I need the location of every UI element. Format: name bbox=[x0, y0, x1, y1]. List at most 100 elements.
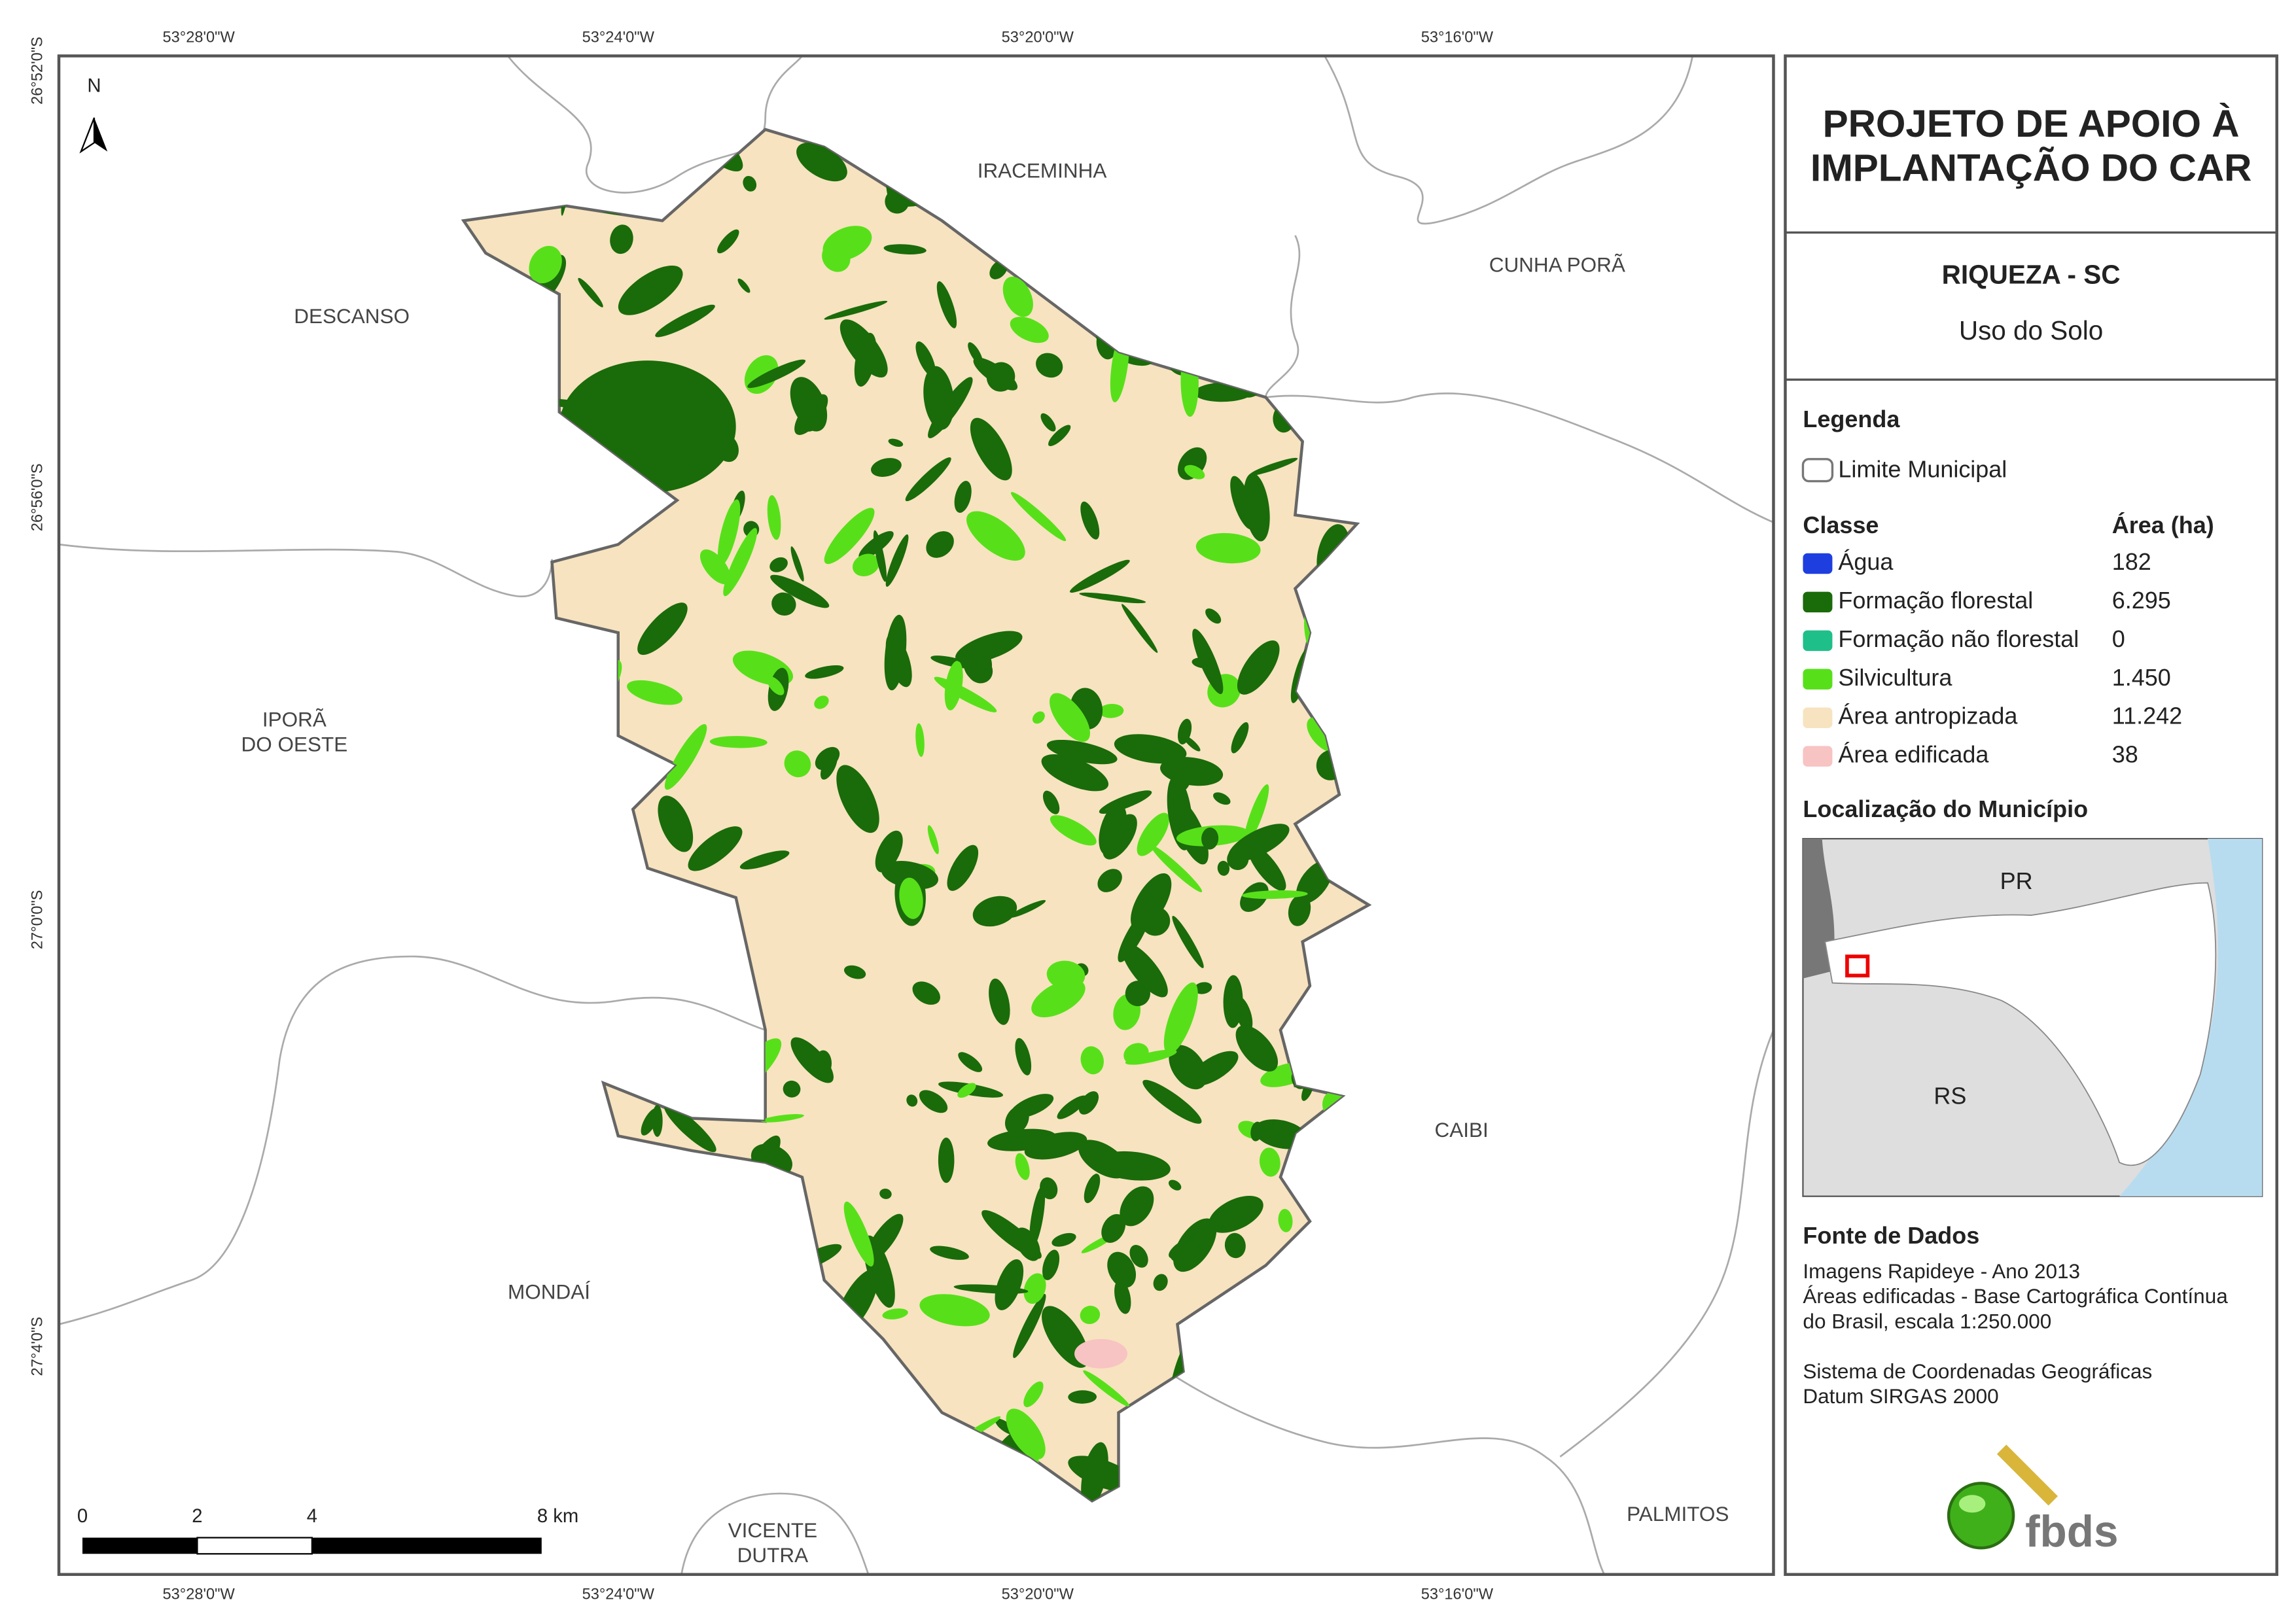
land-patch bbox=[1101, 1213, 1126, 1243]
land-patch bbox=[981, 1210, 1042, 1259]
place-label: VICENTE bbox=[728, 1518, 817, 1542]
land-patch bbox=[658, 795, 694, 852]
land-patch bbox=[966, 511, 1025, 561]
land-patch bbox=[871, 458, 902, 477]
land-patch bbox=[664, 724, 707, 790]
land-patch bbox=[1023, 1381, 1044, 1408]
land-patch bbox=[760, 1114, 804, 1123]
land-patch bbox=[1026, 1433, 1039, 1467]
land-patch bbox=[610, 224, 633, 254]
land-patch bbox=[1121, 943, 1168, 998]
north-arrow-left bbox=[79, 117, 96, 154]
land-patch bbox=[1192, 657, 1217, 669]
land-patch bbox=[1125, 981, 1150, 1007]
land-patch bbox=[1249, 457, 1298, 476]
land-patch bbox=[1122, 604, 1158, 654]
land-patch bbox=[699, 549, 731, 585]
scale-label: 4 bbox=[307, 1506, 317, 1527]
land-patch bbox=[1209, 1195, 1263, 1233]
place-label: IPORÃ bbox=[262, 707, 327, 731]
land-patch bbox=[1217, 860, 1230, 876]
place-label: PALMITOS bbox=[1627, 1502, 1729, 1526]
land-patch bbox=[915, 723, 925, 758]
boundary bbox=[1324, 56, 1694, 225]
land-patch bbox=[1205, 608, 1222, 624]
land-patch bbox=[814, 695, 829, 709]
land-patch bbox=[972, 896, 1017, 927]
land-patch bbox=[1015, 1038, 1032, 1075]
land-patch bbox=[1237, 640, 1280, 695]
land-patch bbox=[529, 245, 562, 284]
land-patch bbox=[1023, 1273, 1046, 1304]
land-patch bbox=[796, 142, 847, 182]
land-patch bbox=[989, 978, 1010, 1025]
land-patch bbox=[947, 845, 979, 891]
land-patch bbox=[1046, 739, 1118, 765]
land-patch bbox=[1079, 592, 1146, 604]
land-patch bbox=[885, 633, 912, 688]
land-patch bbox=[1050, 815, 1097, 846]
land-patch bbox=[1172, 915, 1204, 968]
land-patch bbox=[1048, 425, 1071, 447]
land-patch bbox=[655, 304, 715, 338]
land-patch bbox=[912, 981, 940, 1005]
land-patch bbox=[951, 690, 960, 703]
coordinates: 53°28'0"W 53°24'0"W 53°20'0"W 53°16'0"W 53°2… bbox=[29, 29, 1494, 1603]
coordinate-label: 53°16'0"W bbox=[1421, 29, 1494, 46]
legend-class: Água bbox=[1838, 548, 1893, 575]
land-patch bbox=[652, 1104, 663, 1137]
boundary-swatch bbox=[1801, 458, 1834, 483]
land-patch bbox=[578, 277, 603, 307]
boundary bbox=[59, 543, 553, 598]
land-patch bbox=[930, 1246, 969, 1260]
land-patch bbox=[885, 534, 909, 587]
boundary bbox=[59, 955, 766, 1325]
place-label: IRACEMINHA bbox=[978, 158, 1107, 182]
land-patch bbox=[824, 508, 875, 565]
source-line: Datum SIRGAS 2000 bbox=[1803, 1384, 1998, 1408]
land-patch bbox=[739, 850, 790, 870]
land-patch bbox=[1123, 1043, 1149, 1065]
land-patch bbox=[1041, 754, 1109, 792]
source-line: Áreas edificadas - Base Cartográfica Con… bbox=[1803, 1284, 2228, 1308]
legend-class: Silvicultura bbox=[1838, 664, 1952, 691]
coordinate-label: 53°20'0"W bbox=[1002, 29, 1074, 46]
land-patch bbox=[824, 300, 888, 320]
land-patch bbox=[879, 1188, 892, 1199]
land-patch bbox=[873, 530, 887, 582]
title-line: PROJETO DE APOIO À bbox=[1823, 102, 2240, 145]
land-patch bbox=[783, 1080, 801, 1098]
land-patch bbox=[1118, 908, 1151, 962]
land-patch bbox=[618, 266, 683, 315]
ocean bbox=[2119, 839, 2263, 1196]
land-patch bbox=[717, 499, 741, 566]
locator-map: PR RS bbox=[1802, 837, 2263, 1197]
land-patch bbox=[1153, 1274, 1168, 1291]
land-patch bbox=[1068, 1390, 1097, 1404]
place-label: CUNHA PORÃ bbox=[1489, 253, 1625, 276]
legend-class: Área antropizada bbox=[1838, 703, 2017, 729]
land-patch bbox=[663, 1104, 716, 1153]
land-patch bbox=[1080, 1306, 1101, 1325]
legend-swatch bbox=[1803, 591, 1833, 613]
map-area: N 0 2 4 8 km IRACEMINHA CUNHA PORÃ DESCA… bbox=[59, 56, 1774, 1575]
land-patch bbox=[1084, 1174, 1101, 1204]
land-patch bbox=[1177, 718, 1192, 745]
land-patch bbox=[790, 546, 804, 582]
boundary bbox=[1559, 1030, 1774, 1457]
coordinate-label: 53°28'0"W bbox=[163, 1586, 236, 1603]
land-patch bbox=[926, 531, 954, 558]
land-patch bbox=[1057, 1095, 1087, 1119]
scale-bar: 0 2 4 8 km bbox=[77, 1506, 578, 1555]
logo-shine bbox=[1958, 1495, 1986, 1513]
land-patch bbox=[1259, 1147, 1280, 1177]
land-patch bbox=[627, 680, 683, 705]
land-patch bbox=[986, 362, 1016, 392]
land-patch bbox=[843, 965, 866, 979]
land-patch bbox=[958, 1052, 983, 1072]
land-patch bbox=[1015, 1153, 1030, 1180]
legend-entry: Limite Municipal bbox=[1838, 455, 2007, 482]
land-patch bbox=[928, 377, 973, 438]
land-patch bbox=[767, 495, 781, 540]
land-patch bbox=[1029, 1186, 1046, 1248]
